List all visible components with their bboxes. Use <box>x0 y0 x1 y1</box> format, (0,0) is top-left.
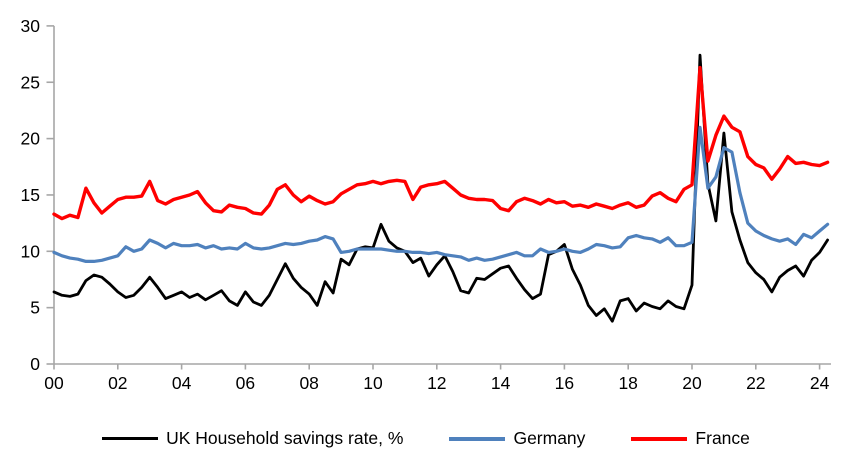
legend-item-germany: Germany <box>449 428 585 449</box>
svg-text:5: 5 <box>30 298 40 318</box>
svg-text:00: 00 <box>44 373 64 393</box>
legend-line-france-icon <box>631 436 688 441</box>
legend-item-uk: UK Household savings rate, % <box>102 428 403 449</box>
svg-text:14: 14 <box>491 373 511 393</box>
legend-label-germany: Germany <box>513 428 586 448</box>
svg-text:08: 08 <box>299 373 318 393</box>
legend-label-uk: UK Household savings rate, % <box>166 428 404 448</box>
legend-item-france: France <box>631 428 750 449</box>
svg-text:10: 10 <box>363 373 383 393</box>
svg-text:16: 16 <box>555 373 574 393</box>
svg-text:12: 12 <box>427 373 446 393</box>
svg-text:20: 20 <box>682 373 702 393</box>
svg-text:10: 10 <box>21 241 41 261</box>
legend-label-france: France <box>695 428 750 448</box>
svg-text:18: 18 <box>618 373 637 393</box>
svg-text:04: 04 <box>172 373 192 393</box>
svg-text:30: 30 <box>21 16 41 36</box>
svg-text:15: 15 <box>21 185 40 205</box>
svg-text:06: 06 <box>236 373 255 393</box>
legend-line-uk-icon <box>102 437 159 440</box>
chart-canvas: 0 5 10 15 20 25 30 00 02 04 06 08 10 12 14 16 18 20 22 24 <box>21 16 831 393</box>
svg-text:20: 20 <box>21 129 41 149</box>
svg-text:0: 0 <box>30 354 40 374</box>
chart-legend: UK Household savings rate, % Germany Fra… <box>0 428 852 449</box>
legend-line-germany-icon <box>449 436 506 441</box>
svg-text:22: 22 <box>746 373 765 393</box>
svg-text:02: 02 <box>108 373 127 393</box>
svg-text:24: 24 <box>810 373 830 393</box>
svg-text:25: 25 <box>21 72 40 92</box>
